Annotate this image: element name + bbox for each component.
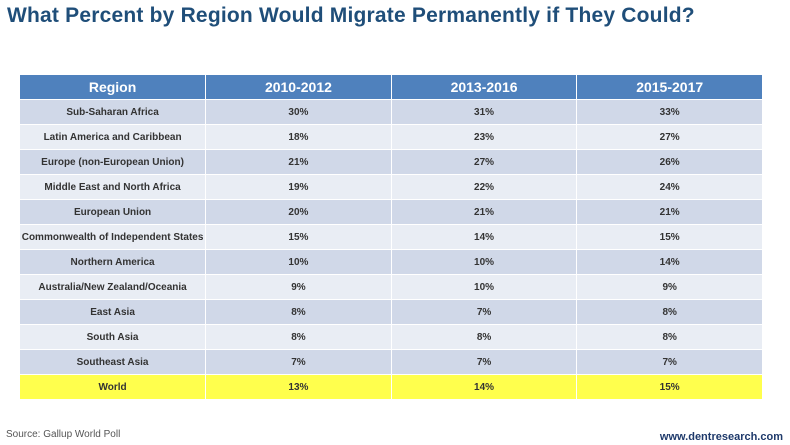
percent-cell: 21% bbox=[205, 149, 392, 175]
percent-cell: 21% bbox=[391, 199, 578, 225]
percent-cell: 14% bbox=[391, 224, 578, 250]
table-row: Sub-Saharan Africa 30% 31% 33% bbox=[20, 99, 763, 125]
world-row: World 13% 14% 15% bbox=[20, 374, 763, 399]
percent-cell: 21% bbox=[576, 199, 763, 225]
column-header: 2010-2012 bbox=[205, 75, 392, 100]
percent-cell: 15% bbox=[205, 224, 392, 250]
percent-cell: 8% bbox=[576, 299, 763, 325]
percent-cell: 7% bbox=[391, 349, 578, 375]
region-cell: Northern America bbox=[20, 249, 207, 275]
table-row: Latin America and Caribbean 18% 23% 27% bbox=[20, 124, 763, 150]
column-header: Region bbox=[20, 75, 207, 100]
percent-cell: 20% bbox=[205, 199, 392, 225]
table-row: Commonwealth of Independent States 15% 14%… bbox=[20, 224, 763, 250]
migration-table: Region 2010-2012 2013-2016 2015-2017 Sub-Sa… bbox=[20, 75, 763, 399]
region-cell: Europe (non-European Union) bbox=[20, 149, 207, 175]
region-cell: European Union bbox=[20, 199, 207, 225]
region-cell: South Asia bbox=[20, 324, 207, 350]
percent-cell: 31% bbox=[391, 99, 578, 125]
percent-cell: 23% bbox=[391, 124, 578, 150]
percent-cell: 24% bbox=[576, 174, 763, 200]
percent-cell: 10% bbox=[391, 249, 578, 275]
percent-cell: 7% bbox=[205, 349, 392, 375]
percent-cell: 9% bbox=[205, 274, 392, 300]
percent-cell: 22% bbox=[391, 174, 578, 200]
website-link[interactable]: www.dentresearch.com bbox=[659, 431, 783, 443]
percent-cell: 9% bbox=[576, 274, 763, 300]
table-row: Europe (non-European Union) 21% 27% 26% bbox=[20, 149, 763, 175]
table-row: East Asia 8% 7% 8% bbox=[20, 299, 763, 325]
table-row: Australia/New Zealand/Oceania 9% 10% 9% bbox=[20, 274, 763, 300]
percent-cell: 14% bbox=[576, 249, 763, 275]
percent-cell: 27% bbox=[576, 124, 763, 150]
region-cell: World bbox=[20, 374, 207, 399]
region-cell: East Asia bbox=[20, 299, 207, 325]
percent-cell: 8% bbox=[205, 299, 392, 325]
percent-cell: 15% bbox=[576, 374, 763, 399]
table-row: South Asia 8% 8% 8% bbox=[20, 324, 763, 350]
table-row: European Union 20% 21% 21% bbox=[20, 199, 763, 225]
percent-cell: 8% bbox=[576, 324, 763, 350]
table-row: Northern America 10% 10% 14% bbox=[20, 249, 763, 275]
percent-cell: 8% bbox=[205, 324, 392, 350]
region-cell: Middle East and North Africa bbox=[20, 174, 207, 200]
region-cell: Commonwealth of Independent States bbox=[20, 224, 207, 250]
percent-cell: 18% bbox=[205, 124, 392, 150]
percent-cell: 13% bbox=[205, 374, 392, 399]
percent-cell: 33% bbox=[576, 99, 763, 125]
region-cell: Latin America and Caribbean bbox=[20, 124, 207, 150]
percent-cell: 8% bbox=[391, 324, 578, 350]
percent-cell: 30% bbox=[205, 99, 392, 125]
percent-cell: 19% bbox=[205, 174, 392, 200]
percent-cell: 26% bbox=[576, 149, 763, 175]
percent-cell: 10% bbox=[205, 249, 392, 275]
column-header: 2013-2016 bbox=[391, 75, 578, 100]
column-header: 2015-2017 bbox=[576, 75, 763, 100]
table-row: Middle East and North Africa 19% 22% 24% bbox=[20, 174, 763, 200]
table-header-row: Region 2010-2012 2013-2016 2015-2017 bbox=[20, 75, 763, 100]
percent-cell: 10% bbox=[391, 274, 578, 300]
source-note: Source: Gallup World Poll bbox=[6, 429, 121, 440]
percent-cell: 14% bbox=[391, 374, 578, 399]
page-title: What Percent by Region Would Migrate Per… bbox=[7, 4, 695, 27]
table-row: Southeast Asia 7% 7% 7% bbox=[20, 349, 763, 375]
percent-cell: 27% bbox=[391, 149, 578, 175]
region-cell: Australia/New Zealand/Oceania bbox=[20, 274, 207, 300]
percent-cell: 15% bbox=[576, 224, 763, 250]
percent-cell: 7% bbox=[391, 299, 578, 325]
region-cell: Sub-Saharan Africa bbox=[20, 99, 207, 125]
percent-cell: 7% bbox=[576, 349, 763, 375]
region-cell: Southeast Asia bbox=[20, 349, 207, 375]
